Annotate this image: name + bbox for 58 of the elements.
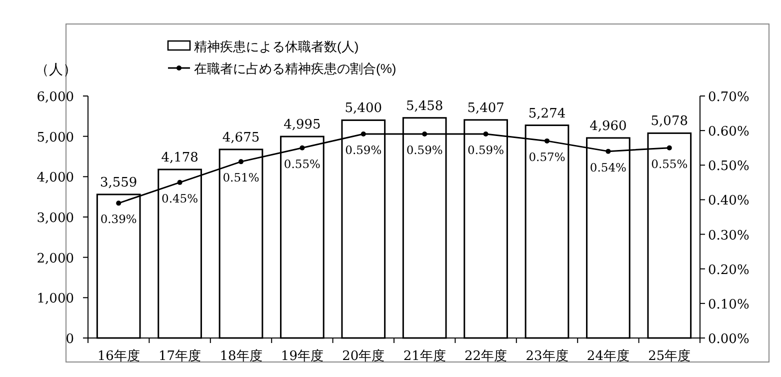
data-label: 4,675	[222, 130, 260, 146]
data-label: 0.55%	[651, 156, 688, 171]
data-label: 5,078	[650, 114, 688, 130]
y2-tick-label: 0.20%	[708, 262, 750, 278]
x-tick-label: 21年度	[403, 348, 446, 364]
y2-tick-label: 0.30%	[708, 228, 750, 244]
y2-tick-label: 0.10%	[708, 297, 750, 312]
y2-tick-label: 0.40%	[708, 194, 750, 209]
y-tick-label: 5,000	[36, 130, 74, 146]
x-tick-label: 19年度	[280, 348, 324, 364]
data-label: 0.45%	[162, 191, 198, 206]
y-tick-label: 3,000	[36, 211, 74, 226]
legend-label: 在職者に占める精神疾患の割合(%)	[194, 61, 396, 76]
y2-tick-label: 0.50%	[708, 159, 750, 174]
point	[116, 200, 122, 206]
x-tick-label: 20年度	[342, 348, 385, 364]
y2-tick-label: 0.00%	[708, 332, 750, 347]
y-tick-label: 2,000	[36, 251, 74, 266]
data-label: 0.51%	[222, 170, 260, 185]
data-label: 0.39%	[100, 212, 137, 226]
y2-tick-label: 0.60%	[708, 124, 750, 140]
point	[360, 132, 366, 137]
point	[666, 145, 672, 150]
x-tick-label: 22年度	[464, 348, 508, 364]
x-tick-label: 24年度	[586, 348, 630, 364]
data-label: 4,960	[590, 118, 627, 134]
data-label: 5,407	[467, 100, 504, 116]
point	[483, 132, 488, 137]
data-label: 5,458	[406, 98, 444, 114]
data-label: 3,559	[100, 175, 138, 190]
data-label: 0.54%	[590, 160, 627, 174]
x-tick-label: 18年度	[220, 348, 262, 364]
data-label: 4,178	[161, 150, 198, 166]
y2-tick-label: 0.70%	[708, 90, 750, 105]
data-label: 0.59%	[468, 143, 504, 158]
data-label: 0.55%	[284, 156, 321, 171]
point	[544, 138, 550, 144]
x-tick-label: 23年度	[526, 348, 568, 364]
data-label: 5,274	[528, 106, 566, 122]
point	[177, 180, 182, 185]
y-tick-label: 6,000	[36, 90, 74, 105]
point	[238, 159, 244, 164]
y-tick-label: 0	[66, 332, 74, 347]
data-label: 5,400	[344, 101, 382, 116]
y-tick-label: 1,000	[36, 292, 74, 307]
data-label: 0.59%	[406, 143, 443, 158]
legend-label: 精神疾患による休職者数(人)	[194, 39, 359, 54]
y-axis-title: （人）	[35, 62, 77, 78]
data-label: 0.59%	[345, 143, 382, 158]
x-tick-label: 16年度	[97, 348, 140, 364]
point	[422, 132, 428, 137]
data-label: 4,995	[284, 118, 321, 133]
x-tick-label: 25年度	[648, 348, 691, 364]
point	[300, 145, 305, 150]
y-tick-label: 4,000	[36, 170, 74, 186]
data-label: 0.57%	[528, 150, 566, 164]
point	[606, 148, 611, 154]
x-tick-label: 17年度	[158, 348, 202, 364]
